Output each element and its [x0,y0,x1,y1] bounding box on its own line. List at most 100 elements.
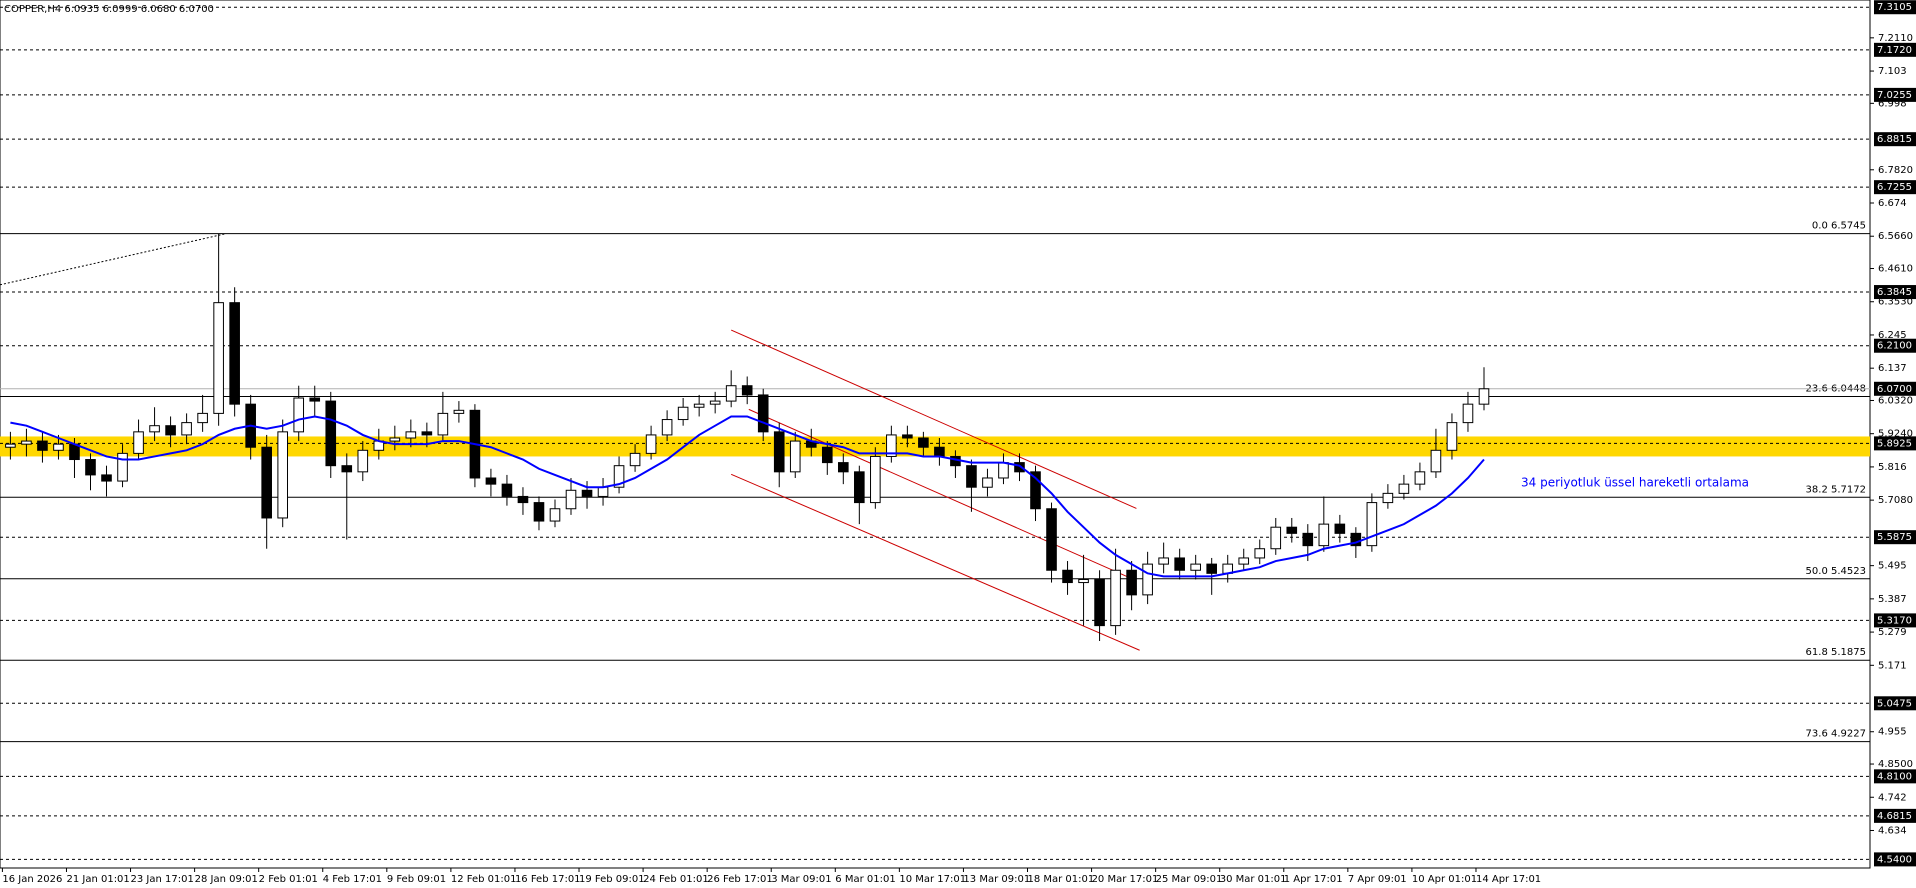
x-tick-label: 3 Mar 09:01 [771,874,831,885]
candle-body [565,489,577,510]
candle-body [693,403,705,408]
fib-label: 50.0 5.4523 [1806,566,1866,577]
level-label: 5.0475 [1877,698,1912,709]
level-box [1874,0,1916,15]
x-tick-label: 14 Apr 17:01 [1476,874,1541,885]
y-tick-label: 5.7080 [1878,495,1913,506]
candle-body [1206,563,1218,574]
trendline [730,329,1137,509]
level-label: 7.0255 [1877,90,1912,101]
candle-body [101,474,112,482]
candle-body [405,431,417,439]
candle-body [837,462,849,473]
level-label: 5.5875 [1877,532,1912,543]
candle-body [677,406,689,421]
candle-body [1430,449,1442,473]
candle-body [1094,578,1105,627]
x-tick-label: 30 Mar 01:01 [1220,874,1287,885]
candle-body [597,486,609,497]
level-label: 5.3170 [1877,615,1912,626]
candle-body [37,440,48,451]
y-tick-label: 6.5660 [1878,231,1913,242]
y-tick-label: 6.137 [1878,363,1907,374]
level-label: 4.8100 [1877,771,1912,782]
candle-body [629,452,641,467]
candle-body [1286,526,1298,534]
candle-body [918,437,929,448]
fib-label: 73.6 4.9227 [1806,729,1866,740]
y-tick-label: 6.674 [1878,198,1907,209]
candle-body [549,508,561,522]
candle-body [1302,532,1314,547]
candle-body [389,437,401,442]
x-tick-label: 24 Feb 01:01 [643,874,709,885]
x-tick-label: 13 Mar 09:01 [963,874,1030,885]
current-price-label: 6.0700 [1877,384,1912,395]
level-box [1874,42,1916,57]
x-tick-label: 26 Feb 17:01 [707,874,773,885]
y-tick-label: 6.0320 [1878,395,1913,406]
candle-body [1334,523,1346,534]
candle-body [1142,563,1153,596]
y-tick-label: 6.998 [1878,98,1907,109]
x-tick-label: 18 Mar 01:01 [1027,874,1094,885]
candle-body [309,397,321,402]
y-tick-label: 6.245 [1878,330,1907,341]
level-label: 7.1720 [1877,45,1912,56]
x-tick-label: 4 Feb 17:01 [323,874,382,885]
y-tick-label: 5.495 [1878,561,1907,572]
candle-body [1398,483,1410,494]
level-box [1874,808,1916,823]
candle-body [485,477,497,485]
level-box [1874,87,1916,102]
fib-label: 61.8 5.1875 [1806,647,1866,658]
candle-body [854,471,865,504]
y-tick-label: 4.634 [1878,825,1907,836]
candle-body [197,412,208,424]
level-box [1874,132,1916,147]
y-tick-label: 5.816 [1878,462,1907,473]
level-box [1874,285,1916,300]
candle-body [1110,569,1121,627]
candle-body [821,446,833,464]
candle-body [581,489,593,497]
candle-body [1350,532,1362,547]
candle-body [85,459,96,476]
level-label: 6.2100 [1877,341,1912,352]
level-label: 4.6815 [1877,811,1912,822]
support-zone [0,436,1870,457]
x-tick-label: 2 Feb 01:01 [259,874,318,885]
level-box [1874,530,1916,545]
fib-price: 5.1875 [1831,647,1866,658]
level-label: 6.3845 [1877,287,1912,298]
candle-body [1190,563,1201,571]
fib-price: 6.5745 [1831,221,1866,232]
candle-body [261,446,272,519]
current-price-box [1874,381,1916,396]
candle-body [437,412,449,436]
x-tick-label: 9 Feb 09:01 [387,874,446,885]
fib-label: 0.0 6.5745 [1812,221,1866,232]
candle-body [998,462,1009,479]
candle-body [21,440,32,445]
candle-body [757,394,769,433]
level-label: 7.3105 [1877,2,1912,13]
level-label: 5.8925 [1877,438,1912,449]
y-tick-label: 5.9240 [1878,429,1913,440]
x-tick-label: 10 Apr 01:01 [1412,874,1477,885]
candle-body [357,449,369,473]
y-tick-label: 6.4610 [1878,264,1913,275]
candle-body [5,443,16,448]
trendline [730,473,1140,651]
x-tick-label: 16 Feb 17:01 [515,874,581,885]
trendline [0,233,227,286]
x-tick-label: 19 Feb 09:01 [579,874,645,885]
level-box [1874,338,1916,353]
y-tick-label: 4.8500 [1878,759,1913,770]
candle-body [1030,471,1041,510]
candle-body [165,425,176,436]
x-tick-label: 20 Mar 17:01 [1092,874,1159,885]
candle-body [421,431,433,436]
x-tick-label: 16 Jan 2026 [2,874,62,885]
